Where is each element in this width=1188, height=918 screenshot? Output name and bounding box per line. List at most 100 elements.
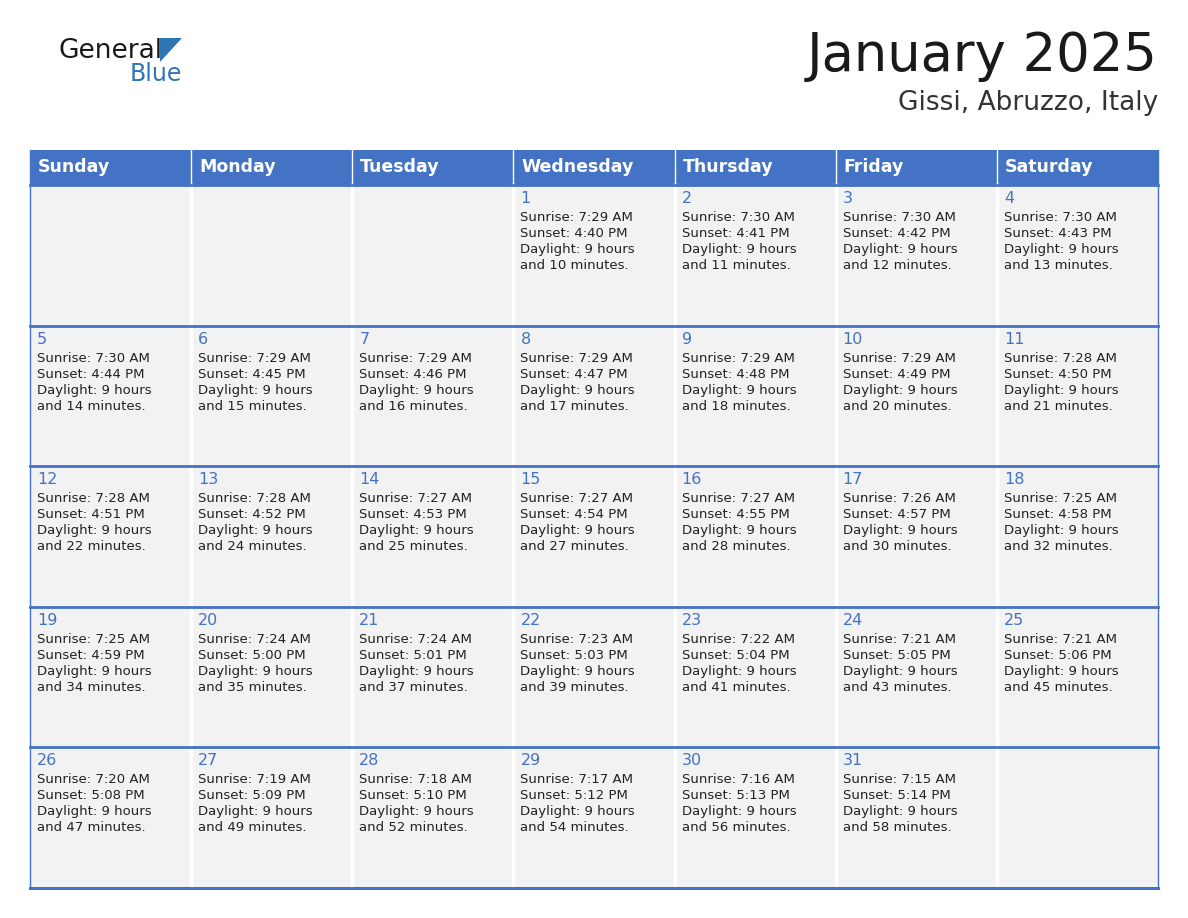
Text: 17: 17 — [842, 472, 864, 487]
Text: Sunrise: 7:24 AM: Sunrise: 7:24 AM — [359, 633, 472, 645]
Text: Sunrise: 7:25 AM: Sunrise: 7:25 AM — [1004, 492, 1117, 505]
Bar — [30, 150, 1158, 185]
Text: and 39 minutes.: and 39 minutes. — [520, 681, 630, 694]
Text: 2: 2 — [682, 191, 691, 206]
Text: and 49 minutes.: and 49 minutes. — [198, 822, 307, 834]
Text: and 11 minutes.: and 11 minutes. — [682, 259, 790, 272]
Text: Sunrise: 7:27 AM: Sunrise: 7:27 AM — [520, 492, 633, 505]
Text: Sunrise: 7:29 AM: Sunrise: 7:29 AM — [520, 352, 633, 364]
Text: Sunrise: 7:29 AM: Sunrise: 7:29 AM — [682, 352, 795, 364]
Polygon shape — [160, 38, 182, 62]
Text: 13: 13 — [198, 472, 219, 487]
Text: Sunrise: 7:29 AM: Sunrise: 7:29 AM — [842, 352, 955, 364]
Bar — [997, 466, 1158, 607]
Bar — [835, 185, 997, 326]
Text: and 10 minutes.: and 10 minutes. — [520, 259, 630, 272]
Text: 15: 15 — [520, 472, 541, 487]
Text: 31: 31 — [842, 754, 862, 768]
Bar — [835, 466, 997, 607]
Text: Sunset: 4:50 PM: Sunset: 4:50 PM — [1004, 367, 1112, 381]
Text: Daylight: 9 hours: Daylight: 9 hours — [359, 524, 474, 537]
Text: 25: 25 — [1004, 613, 1024, 628]
Text: Sunday: Sunday — [38, 159, 110, 176]
Bar — [30, 747, 191, 888]
Text: and 30 minutes.: and 30 minutes. — [842, 540, 952, 554]
Text: Tuesday: Tuesday — [360, 159, 440, 176]
Text: Sunrise: 7:26 AM: Sunrise: 7:26 AM — [842, 492, 955, 505]
Text: Daylight: 9 hours: Daylight: 9 hours — [520, 665, 636, 677]
Bar — [513, 607, 675, 747]
Text: Sunrise: 7:19 AM: Sunrise: 7:19 AM — [198, 773, 311, 787]
Text: and 16 minutes.: and 16 minutes. — [359, 399, 468, 412]
Text: and 43 minutes.: and 43 minutes. — [842, 681, 952, 694]
Bar — [30, 326, 191, 466]
Bar — [30, 185, 191, 326]
Text: Daylight: 9 hours: Daylight: 9 hours — [359, 805, 474, 819]
Text: and 25 minutes.: and 25 minutes. — [359, 540, 468, 554]
Text: Sunset: 4:44 PM: Sunset: 4:44 PM — [37, 367, 145, 381]
Text: 16: 16 — [682, 472, 702, 487]
Text: Sunrise: 7:28 AM: Sunrise: 7:28 AM — [37, 492, 150, 505]
Text: Friday: Friday — [843, 159, 904, 176]
Text: Gissi, Abruzzo, Italy: Gissi, Abruzzo, Italy — [898, 90, 1158, 116]
Bar — [997, 607, 1158, 747]
Text: Monday: Monday — [200, 159, 276, 176]
Text: and 35 minutes.: and 35 minutes. — [198, 681, 307, 694]
Text: Daylight: 9 hours: Daylight: 9 hours — [37, 805, 152, 819]
Text: and 22 minutes.: and 22 minutes. — [37, 540, 146, 554]
Text: Sunset: 5:10 PM: Sunset: 5:10 PM — [359, 789, 467, 802]
Text: Sunrise: 7:28 AM: Sunrise: 7:28 AM — [1004, 352, 1117, 364]
Text: Sunset: 4:40 PM: Sunset: 4:40 PM — [520, 227, 628, 240]
Text: and 28 minutes.: and 28 minutes. — [682, 540, 790, 554]
Text: Sunset: 5:12 PM: Sunset: 5:12 PM — [520, 789, 628, 802]
Text: and 20 minutes.: and 20 minutes. — [842, 399, 952, 412]
Text: Daylight: 9 hours: Daylight: 9 hours — [520, 524, 636, 537]
Bar — [191, 747, 353, 888]
Text: Daylight: 9 hours: Daylight: 9 hours — [37, 384, 152, 397]
Text: and 54 minutes.: and 54 minutes. — [520, 822, 630, 834]
Text: 26: 26 — [37, 754, 57, 768]
Text: Sunrise: 7:29 AM: Sunrise: 7:29 AM — [359, 352, 472, 364]
Text: Sunset: 4:45 PM: Sunset: 4:45 PM — [198, 367, 305, 381]
Text: and 37 minutes.: and 37 minutes. — [359, 681, 468, 694]
Text: Sunset: 5:04 PM: Sunset: 5:04 PM — [682, 649, 789, 662]
Bar — [30, 607, 191, 747]
Text: Sunrise: 7:24 AM: Sunrise: 7:24 AM — [198, 633, 311, 645]
Text: 14: 14 — [359, 472, 380, 487]
Text: Daylight: 9 hours: Daylight: 9 hours — [198, 665, 312, 677]
Text: Daylight: 9 hours: Daylight: 9 hours — [1004, 384, 1118, 397]
Text: Sunset: 5:05 PM: Sunset: 5:05 PM — [842, 649, 950, 662]
Text: 30: 30 — [682, 754, 702, 768]
Text: and 56 minutes.: and 56 minutes. — [682, 822, 790, 834]
Bar — [191, 326, 353, 466]
Text: Daylight: 9 hours: Daylight: 9 hours — [198, 524, 312, 537]
Text: 11: 11 — [1004, 331, 1024, 347]
Text: and 17 minutes.: and 17 minutes. — [520, 399, 630, 412]
Text: Sunrise: 7:21 AM: Sunrise: 7:21 AM — [1004, 633, 1117, 645]
Text: and 14 minutes.: and 14 minutes. — [37, 399, 146, 412]
Bar — [353, 326, 513, 466]
Text: Sunset: 4:46 PM: Sunset: 4:46 PM — [359, 367, 467, 381]
Text: Daylight: 9 hours: Daylight: 9 hours — [37, 524, 152, 537]
Text: Daylight: 9 hours: Daylight: 9 hours — [682, 524, 796, 537]
Bar — [675, 326, 835, 466]
Text: Daylight: 9 hours: Daylight: 9 hours — [842, 805, 958, 819]
Text: 20: 20 — [198, 613, 219, 628]
Text: Sunset: 4:48 PM: Sunset: 4:48 PM — [682, 367, 789, 381]
Text: 12: 12 — [37, 472, 57, 487]
Bar — [191, 466, 353, 607]
Text: Saturday: Saturday — [1005, 159, 1093, 176]
Bar — [835, 747, 997, 888]
Text: Daylight: 9 hours: Daylight: 9 hours — [520, 384, 636, 397]
Text: Daylight: 9 hours: Daylight: 9 hours — [520, 805, 636, 819]
Text: 29: 29 — [520, 754, 541, 768]
Text: Sunset: 5:03 PM: Sunset: 5:03 PM — [520, 649, 628, 662]
Text: Daylight: 9 hours: Daylight: 9 hours — [842, 243, 958, 256]
Text: 18: 18 — [1004, 472, 1024, 487]
Text: 24: 24 — [842, 613, 862, 628]
Bar — [835, 326, 997, 466]
Bar — [997, 185, 1158, 326]
Text: Sunset: 4:41 PM: Sunset: 4:41 PM — [682, 227, 789, 240]
Text: Sunset: 4:42 PM: Sunset: 4:42 PM — [842, 227, 950, 240]
Text: Sunset: 4:55 PM: Sunset: 4:55 PM — [682, 509, 789, 521]
